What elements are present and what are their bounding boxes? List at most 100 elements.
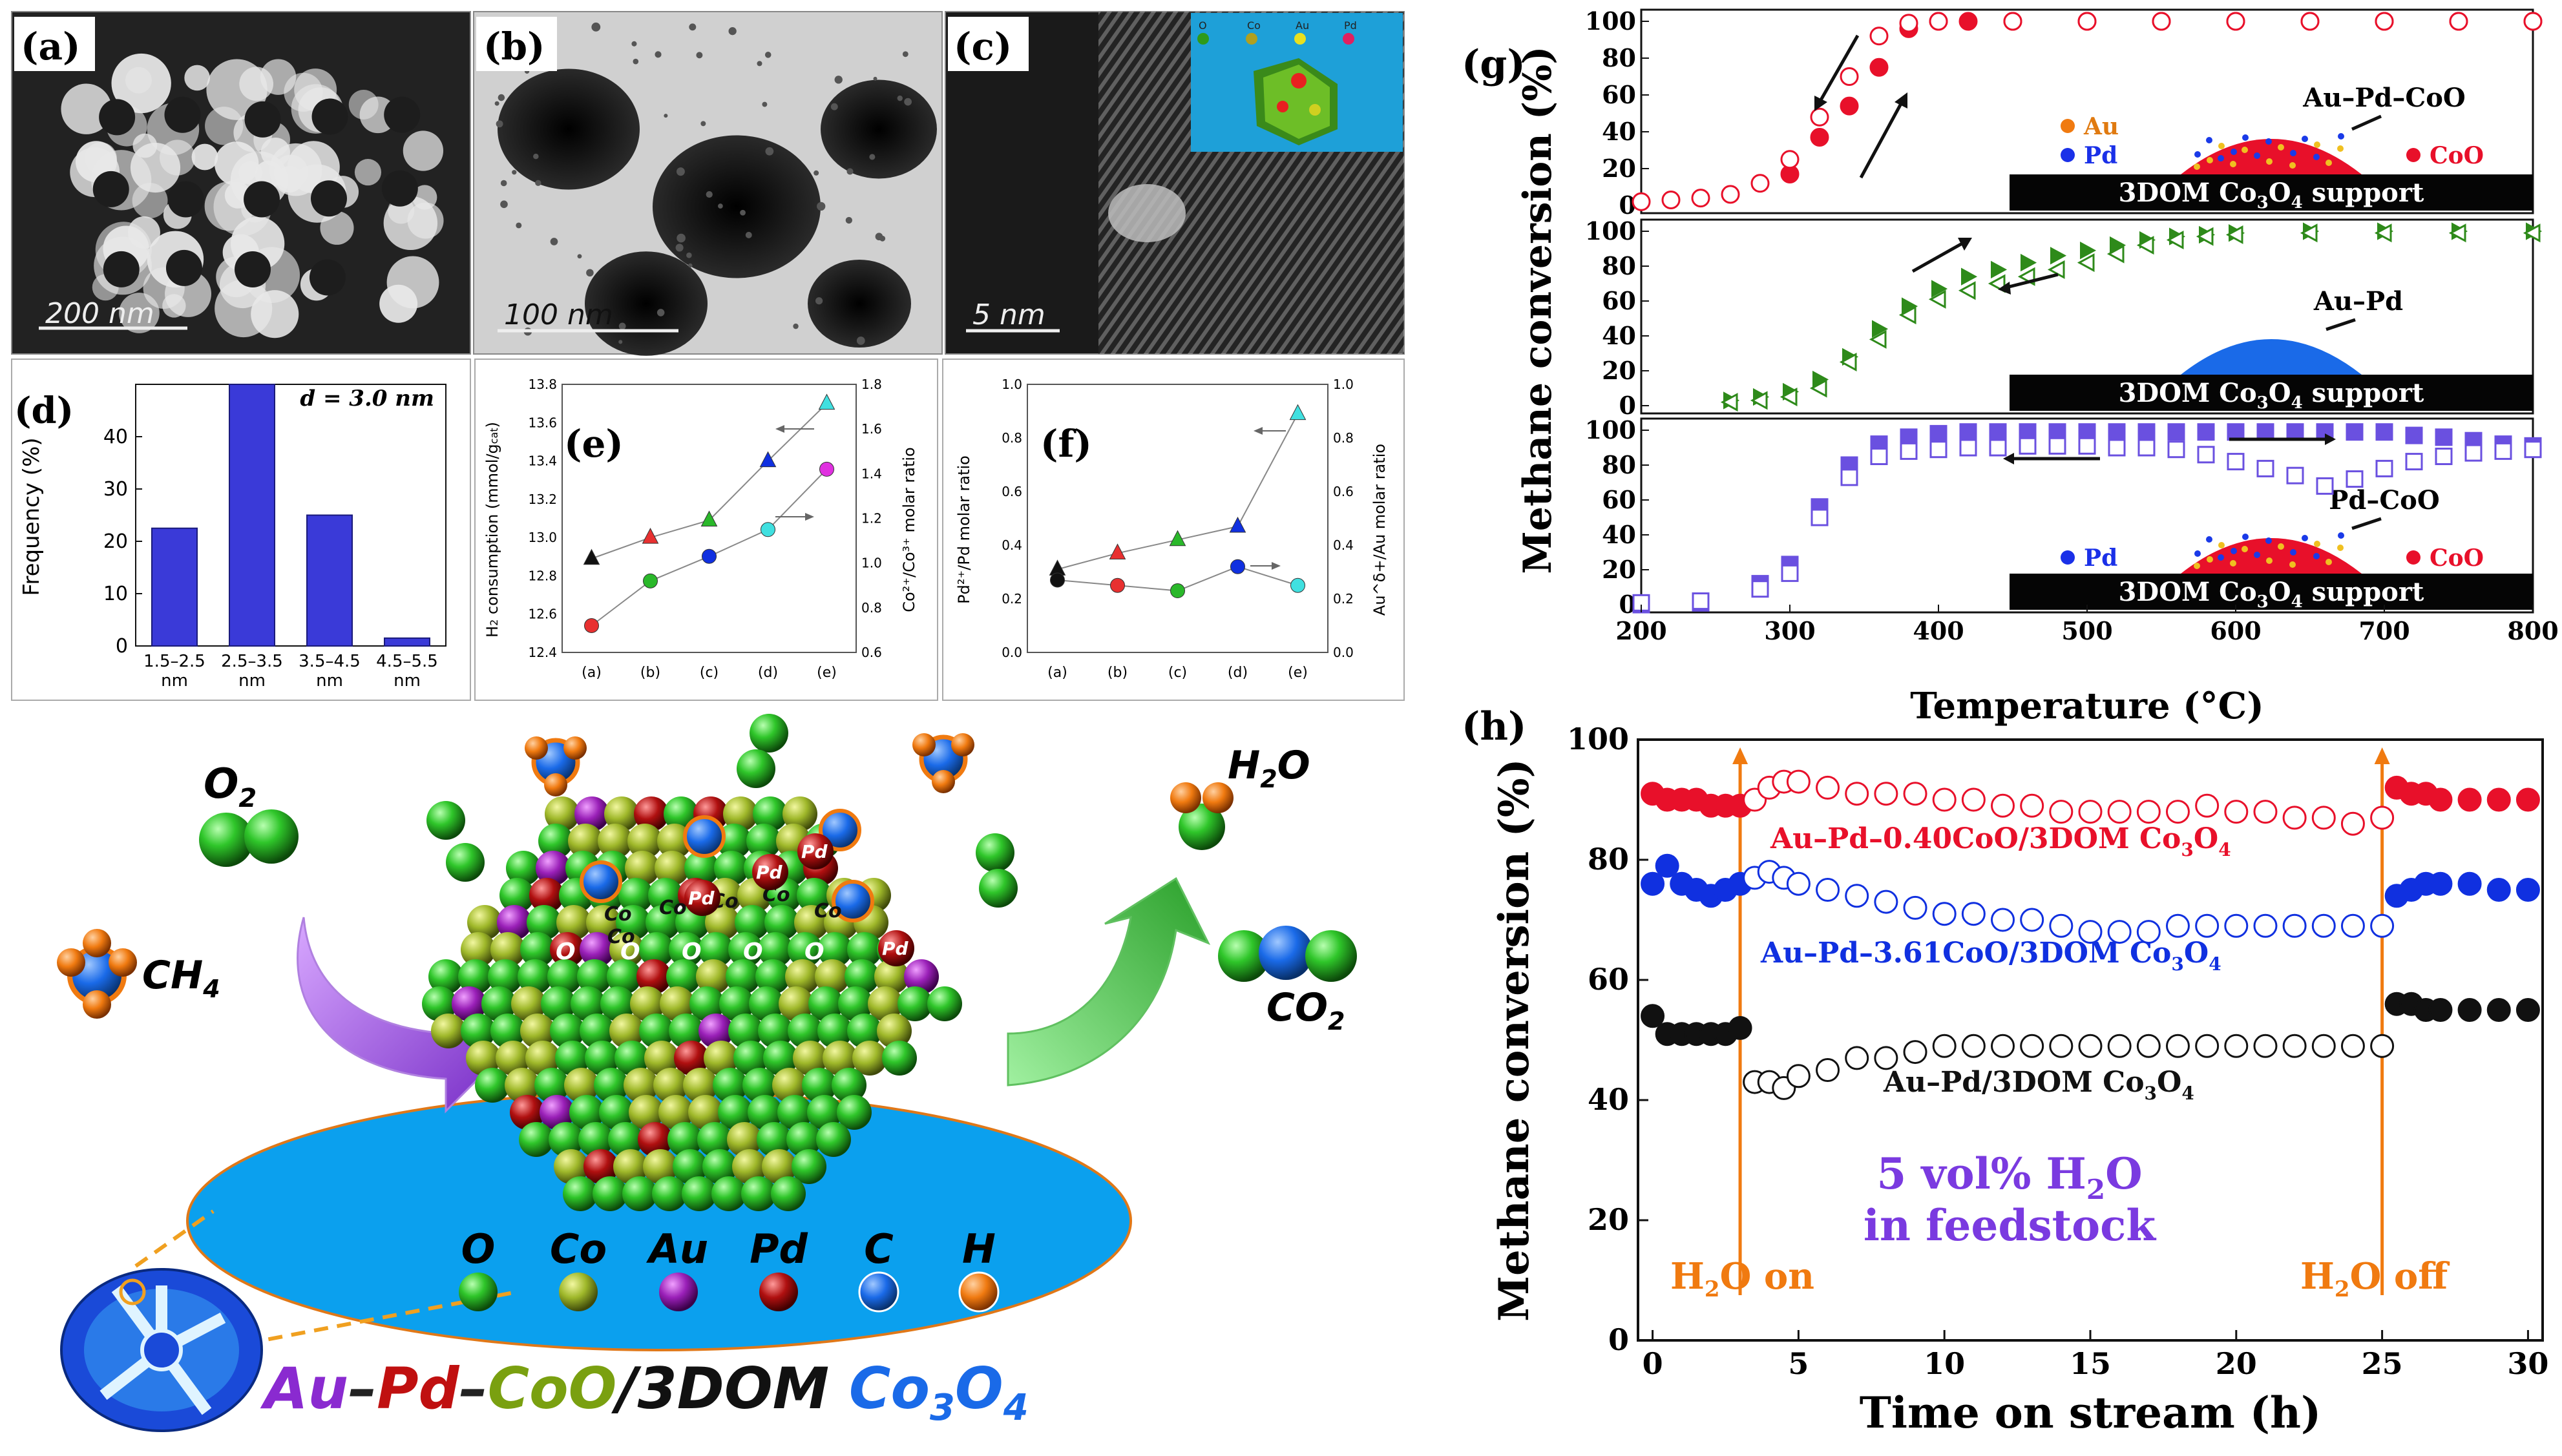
dome-dot [2207,157,2213,163]
atom-sphere [660,986,695,1021]
atom-sphere [609,932,644,967]
y-axis-label-right: Au^δ+/Au molar ratio [1370,444,1389,616]
atom-sphere [696,959,731,994]
x-tick-label: 300 [1764,616,1815,645]
particle-dot [655,51,662,58]
panel-label-b: (b) [483,25,545,68]
y-axis-label-right: Co²⁺/Co³⁺ molar ratio [900,447,918,612]
y-tick-label-right: 1.0 [1333,377,1354,392]
atom-sphere [786,1122,821,1157]
legend-label-pd: Pd [2084,545,2117,572]
co2-molecule [1259,926,1313,980]
data-point [2428,871,2453,896]
circle-marker [1230,559,1245,574]
atom-sphere [422,986,457,1021]
particle-dot [856,337,865,345]
atom-legend-sphere [759,1273,798,1311]
legend-label-pd: Pd [2084,142,2117,169]
x-tick-label: 30 [2507,1346,2548,1381]
h2o-off-label: H2O off [2300,1255,2450,1302]
surface-pd-label: Pd [801,841,828,862]
atom-sphere [644,1041,679,1076]
data-point [2136,800,2161,824]
triangle-marker [700,510,718,526]
atom-sphere [782,796,817,831]
direction-arrow-head [2003,453,2014,464]
atom-sphere [666,959,701,994]
atom-sphere [510,1095,545,1130]
data-point [2136,1034,2161,1058]
dome-dot [2194,163,2200,170]
y-tick-label: 40 [1602,520,1636,549]
legend-dot-pd [2061,148,2075,162]
y-tick-label: 10 [103,583,128,605]
atom-sphere [904,959,939,994]
atom-sphere [728,932,763,967]
atom-sphere [496,1041,530,1076]
particle-dot [873,76,877,81]
pore [235,251,271,288]
data-point [2078,800,2103,824]
dome-dot [2230,161,2236,167]
atom-sphere [638,1122,673,1157]
surface-o-label: O [556,939,576,965]
y-tick-label-left: 12.8 [528,568,557,583]
axis-arrow-head [775,425,784,433]
dome-dot [2218,542,2225,548]
atom-sphere [788,1014,823,1048]
o-atom [750,714,788,753]
pore [808,260,911,348]
atom-sphere [688,1095,723,1130]
h-atom [57,948,85,977]
h-atom [1170,782,1201,813]
triangle-marker [642,528,659,544]
scale-label-b: 100 nm [504,298,613,331]
support-bar [2010,375,2533,411]
data-point [2195,793,2220,818]
atom-sphere [525,1041,560,1076]
data-point [2165,913,2190,938]
data-point [1931,280,1948,298]
atom-sphere [927,986,962,1021]
atom-sphere [683,1068,718,1103]
atom-sphere [802,1068,837,1103]
data-point [2435,448,2453,465]
label-part: ) [483,422,501,428]
data-point [2225,225,2243,244]
atom-sphere [758,1014,793,1048]
data-point [2486,878,2511,902]
particle-dot [535,180,541,186]
atom-legend-label: Au [646,1225,708,1273]
support-bar [2010,174,2533,211]
adsorbed-molecule [580,860,622,903]
data-point [2340,913,2365,938]
x-tick-label: 1.5–2.5 [143,652,205,671]
o2-label: O2 [204,760,257,813]
x-tick-label: 3.5–4.5 [299,652,361,671]
subplot-frame [1640,218,2534,415]
atom-sphere [639,932,674,967]
direction-arrow-head [1814,96,1827,111]
dome-dot [2289,561,2296,568]
h2o-on-label: H2O on [1670,1255,1814,1302]
data-point [2494,442,2512,460]
data-point [2340,811,2365,836]
grain [125,67,152,94]
data-point [2405,426,2423,444]
grain [132,183,168,218]
atom-sphere [658,1095,693,1130]
data-point [2080,242,2097,260]
atom-sphere [555,1041,590,1076]
dome-dot [2278,543,2284,550]
atom-sphere [697,1122,732,1157]
atom-sphere [577,959,612,994]
pore [310,180,347,217]
data-point [2020,908,2044,932]
atom-sphere [772,1068,807,1103]
x-tick-label: (c) [700,665,719,681]
data-point [1845,782,1869,806]
data-point [2019,423,2037,441]
dome-dot [2289,162,2296,169]
plot-frame [135,384,446,647]
